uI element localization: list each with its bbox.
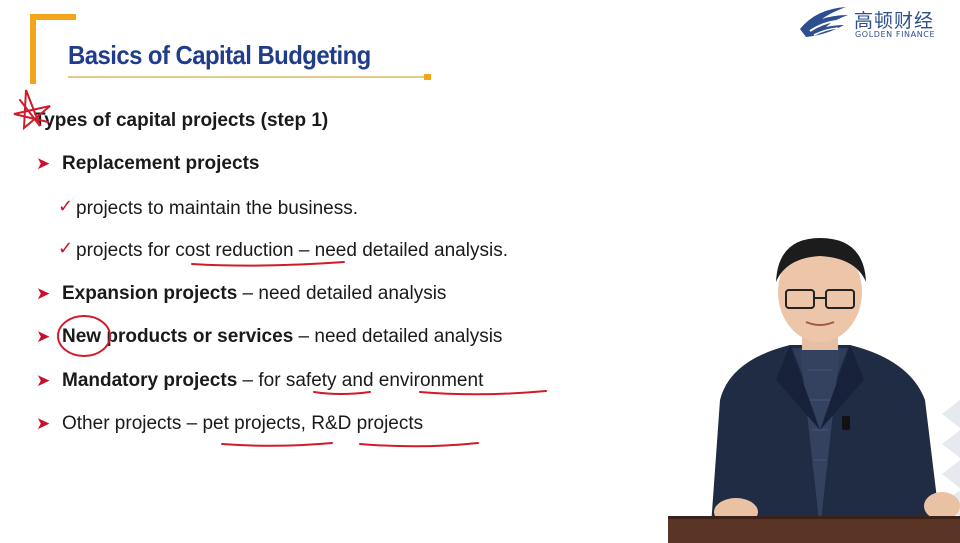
star-scribble-icon	[14, 90, 50, 128]
underline-environment	[420, 391, 546, 394]
presenter-figure	[680, 230, 960, 540]
circle-new	[58, 316, 110, 356]
underline-pet-projects	[222, 443, 332, 446]
lectern-desk	[668, 516, 960, 543]
underline-rd-projects	[360, 443, 478, 446]
underline-safety	[314, 392, 370, 394]
underline-cost-reduction	[192, 262, 344, 266]
